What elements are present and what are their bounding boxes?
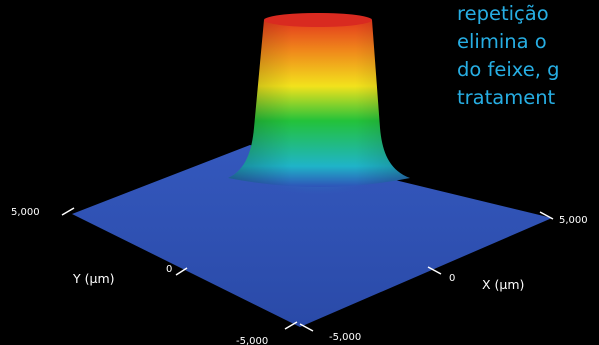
x-axis-label: X (µm) <box>482 277 524 292</box>
x-tick-label-max: 5,000 <box>559 215 588 226</box>
y-tick-mark-zero <box>175 267 188 276</box>
y-tick-mark-max <box>61 207 75 216</box>
overlay-line: do feixe, g <box>457 58 560 81</box>
y-tick-label-min: -5,000 <box>236 336 268 345</box>
x-tick-label-min: -5,000 <box>329 332 361 343</box>
x-tick-label-zero: 0 <box>449 273 455 284</box>
y-tick-label-zero: 0 <box>166 264 172 275</box>
x-tick-mark-zero <box>427 266 442 275</box>
overlay-line: elimina o <box>457 30 547 53</box>
y-tick-mark-min <box>284 321 298 330</box>
x-tick-mark-min <box>299 323 314 332</box>
peak-plateau <box>264 13 372 27</box>
overlay-line: repetição <box>457 2 549 25</box>
base-plane <box>72 145 552 327</box>
peak-shading <box>228 13 410 187</box>
overlay-paragraph: repetição elimina o do feixe, g tratamen… <box>457 0 560 112</box>
overlay-line: tratament <box>457 86 556 109</box>
y-tick-label-max: 5,000 <box>11 207 40 218</box>
y-axis-label: Y (µm) <box>72 271 115 286</box>
x-tick-mark-max <box>539 211 554 220</box>
